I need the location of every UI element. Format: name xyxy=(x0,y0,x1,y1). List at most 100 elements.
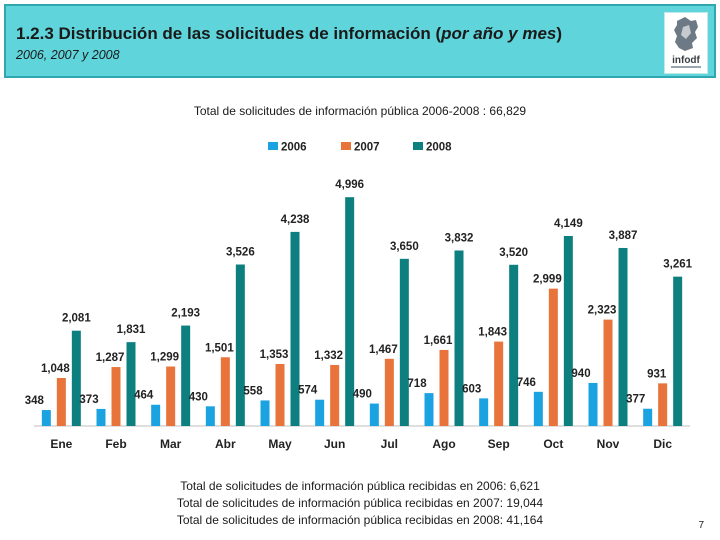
data-label-2007-Feb: 1,287 xyxy=(96,352,125,364)
data-label-2006-Ene: 348 xyxy=(25,395,45,407)
data-label-2007-Jul: 1,467 xyxy=(369,344,398,356)
data-label-2007-Dic: 931 xyxy=(647,368,667,380)
x-tick-label-Abr: Abr xyxy=(215,437,236,451)
page-number: 7 xyxy=(698,520,704,531)
infodf-logo: infodf xyxy=(664,12,708,74)
bar-2006-Jul xyxy=(369,403,379,426)
data-label-2008-Nov: 3,887 xyxy=(609,230,638,242)
data-label-2006-Dic: 377 xyxy=(626,394,645,406)
legend-label-2008: 2008 xyxy=(426,142,452,154)
data-label-2006-Mar: 464 xyxy=(134,390,154,402)
x-tick-label-Mar: Mar xyxy=(160,437,182,451)
x-tick-label-Sep: Sep xyxy=(488,437,510,451)
title-main: 1.2.3 Distribución de las solicitudes de… xyxy=(16,24,442,43)
data-label-2006-May: 558 xyxy=(243,385,263,397)
legend-swatch-2006 xyxy=(268,142,278,150)
legend-label-2006: 2006 xyxy=(281,142,307,154)
bar-2006-Mar xyxy=(151,404,161,426)
data-label-2008-Dic: 3,261 xyxy=(663,259,692,271)
data-label-2006-Oct: 746 xyxy=(517,377,536,389)
bar-2008-Nov xyxy=(618,247,628,426)
bar-2006-Jun xyxy=(315,399,325,426)
bar-2006-Ago xyxy=(424,393,434,426)
footer-total-2006: Total de solicitudes de información públ… xyxy=(180,479,540,493)
bar-2007-Jul xyxy=(384,358,394,426)
logo-text: infodf xyxy=(672,55,700,66)
bar-2006-May xyxy=(260,400,270,426)
data-label-2008-Jul: 3,650 xyxy=(390,241,419,253)
bar-2007-Oct xyxy=(548,288,558,426)
bar-2006-Dic xyxy=(643,408,653,426)
infodf-logo-icon: infodf xyxy=(671,17,701,68)
page-subtitle: 2006, 2007 y 2008 xyxy=(16,48,120,62)
x-tick-label-Nov: Nov xyxy=(597,437,620,451)
x-tick-label-Feb: Feb xyxy=(105,437,126,451)
bar-2008-Jun xyxy=(345,197,355,426)
x-tick-label-Oct: Oct xyxy=(543,437,563,451)
bar-2008-Sep xyxy=(509,264,519,426)
data-label-2008-Jun: 4,996 xyxy=(335,179,364,191)
footer-total-2008: Total de solicitudes de información públ… xyxy=(176,513,544,527)
data-label-2008-Sep: 3,520 xyxy=(499,247,528,259)
data-label-2006-Jul: 490 xyxy=(353,389,372,401)
title-emphasis: por año y mes xyxy=(441,24,557,43)
x-tick-label-Dic: Dic xyxy=(653,437,672,451)
bar-2006-Abr xyxy=(205,406,215,426)
legend-label-2007: 2007 xyxy=(354,142,380,154)
x-tick-label-Jun: Jun xyxy=(324,437,345,451)
x-tick-label-Ene: Ene xyxy=(50,437,72,451)
legend-swatch-2007 xyxy=(341,142,351,150)
chart-title: Total de solicitudes de información públ… xyxy=(193,104,527,118)
bar-2007-Mar xyxy=(166,366,176,426)
bar-2008-Mar xyxy=(181,325,191,426)
bar-2007-Ene xyxy=(56,378,66,426)
bar-2008-Oct xyxy=(563,235,573,426)
bar-chart: 2006 2007 2008 348 1,048 2,081 Ene 373 1,287 1,83… xyxy=(25,142,693,452)
footer-total-2007: Total de solicitudes de información públ… xyxy=(176,496,544,510)
title-end: ) xyxy=(556,24,563,43)
data-label-2006-Abr: 430 xyxy=(189,391,208,403)
data-label-2008-May: 4,238 xyxy=(281,214,310,226)
data-label-2007-Ene: 1,048 xyxy=(41,363,70,375)
data-label-2008-Ene: 2,081 xyxy=(62,313,91,325)
bar-2008-Ago xyxy=(454,250,464,426)
bar-2007-Feb xyxy=(111,367,121,426)
data-label-2007-Ago: 1,661 xyxy=(424,335,453,347)
data-label-2006-Ago: 718 xyxy=(407,378,427,390)
bar-2007-Jun xyxy=(330,364,340,426)
bar-2006-Nov xyxy=(588,382,598,426)
header-banner: 1.2.3 Distribución de las solicitudes de… xyxy=(4,4,716,78)
x-tick-label-May: May xyxy=(268,437,292,451)
bar-2008-May xyxy=(290,231,300,426)
bar-2007-Dic xyxy=(658,383,668,426)
data-label-2008-Ago: 3,832 xyxy=(445,232,474,244)
data-label-2007-May: 1,353 xyxy=(260,349,289,361)
x-tick-label-Jul: Jul xyxy=(381,437,398,451)
data-label-2006-Feb: 373 xyxy=(79,394,98,406)
data-label-2007-Nov: 2,323 xyxy=(588,305,617,317)
bar-2006-Feb xyxy=(96,408,106,426)
data-label-2006-Jun: 574 xyxy=(298,385,318,397)
bar-2007-Sep xyxy=(494,341,504,426)
bar-2006-Sep xyxy=(479,398,489,426)
data-label-2006-Nov: 940 xyxy=(571,368,590,380)
bar-2008-Dic xyxy=(673,276,683,426)
bar-2006-Oct xyxy=(533,391,543,426)
bar-2008-Jul xyxy=(399,258,409,426)
bar-2007-Nov xyxy=(603,319,613,426)
bar-2007-Ago xyxy=(439,349,449,426)
data-label-2007-Abr: 1,501 xyxy=(205,342,234,354)
bar-2007-Abr xyxy=(220,357,230,426)
legend-swatch-2008 xyxy=(413,142,423,150)
data-label-2008-Abr: 3,526 xyxy=(226,247,255,259)
bar-2007-May xyxy=(275,364,285,426)
data-label-2007-Jun: 1,332 xyxy=(314,350,343,362)
bar-2008-Ene xyxy=(71,330,81,426)
x-tick-label-Ago: Ago xyxy=(432,437,455,451)
bar-2008-Abr xyxy=(235,264,245,426)
data-label-2008-Oct: 4,149 xyxy=(554,218,583,230)
bar-2008-Feb xyxy=(126,342,136,426)
page-title: 1.2.3 Distribución de las solicitudes de… xyxy=(16,24,562,44)
data-label-2007-Mar: 1,299 xyxy=(150,352,179,364)
data-label-2008-Mar: 2,193 xyxy=(171,308,200,320)
